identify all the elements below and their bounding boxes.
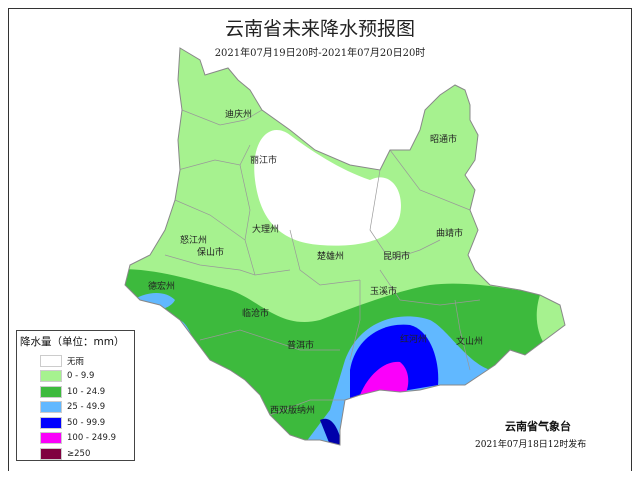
city-label: 迪庆州 bbox=[225, 108, 252, 120]
city-label: 大理州 bbox=[252, 223, 279, 235]
legend: 降水量（单位：mm） 无雨 0 - 9.9 10 - 24.9 25 - 49.9 50… bbox=[16, 330, 135, 461]
legend-item: 无雨 bbox=[40, 353, 134, 369]
city-label: 临沧市 bbox=[242, 307, 269, 319]
city-label: 昆明市 bbox=[383, 250, 410, 262]
city-label: 怒江州 bbox=[180, 234, 207, 246]
legend-label: 10 - 24.9 bbox=[67, 386, 106, 397]
city-label: 楚雄州 bbox=[317, 250, 344, 262]
city-label: 文山州 bbox=[456, 335, 483, 347]
legend-item: ≥250 bbox=[40, 446, 134, 462]
issuer-label: 云南省气象台 bbox=[505, 420, 571, 433]
legend-item: 10 - 24.9 bbox=[40, 384, 134, 400]
city-label: 玉溪市 bbox=[370, 285, 397, 297]
legend-item: 50 - 99.9 bbox=[40, 415, 134, 431]
legend-swatch bbox=[40, 447, 62, 460]
province-outline bbox=[124, 47, 566, 446]
legend-swatch bbox=[40, 385, 62, 398]
issued-time: 2021年07月18日12时发布 bbox=[475, 440, 587, 450]
map-frame bbox=[8, 8, 632, 471]
legend-item: 0 - 9.9 bbox=[40, 369, 134, 385]
legend-label: 25 - 49.9 bbox=[67, 402, 106, 413]
city-label: 保山市 bbox=[197, 246, 224, 258]
legend-label: ≥250 bbox=[67, 448, 91, 459]
legend-title: 降水量（单位：mm） bbox=[20, 336, 125, 348]
city-label: 西双版纳州 bbox=[270, 404, 315, 416]
legend-swatch bbox=[40, 370, 62, 383]
map-subtitle: 2021年07月19日20时-2021年07月20日20时 bbox=[214, 48, 426, 59]
city-label: 丽江市 bbox=[250, 154, 277, 166]
legend-item: 100 - 249.9 bbox=[40, 431, 134, 447]
region-50-99.9-south bbox=[320, 418, 342, 445]
map-title: 云南省未来降水预报图 bbox=[224, 18, 415, 40]
region-100-249.9 bbox=[360, 361, 409, 395]
city-label: 曲靖市 bbox=[436, 227, 463, 239]
legend-label: 50 - 99.9 bbox=[67, 417, 106, 428]
region-no-rain bbox=[254, 130, 401, 246]
legend-label: 无雨 bbox=[67, 356, 85, 367]
legend-item: 25 - 49.9 bbox=[40, 400, 134, 416]
city-label: 昭通市 bbox=[430, 133, 457, 145]
prefecture-boundaries bbox=[164, 109, 481, 416]
legend-swatch bbox=[40, 416, 62, 429]
legend-label: 0 - 9.9 bbox=[67, 371, 95, 382]
legend-swatch bbox=[40, 432, 62, 445]
legend-label: 100 - 249.9 bbox=[67, 433, 117, 444]
legend-swatch bbox=[40, 401, 62, 414]
legend-swatch bbox=[40, 354, 62, 367]
city-label: 德宏州 bbox=[148, 280, 175, 292]
city-label: 红河州 bbox=[400, 333, 427, 345]
city-label: 普洱市 bbox=[287, 339, 314, 351]
region-0-9.9-east bbox=[536, 295, 565, 345]
